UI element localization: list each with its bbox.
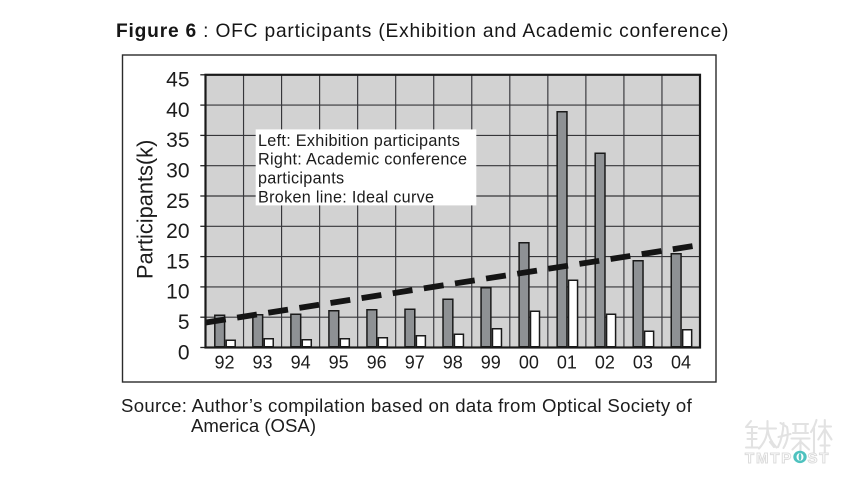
svg-text:America (OSA): America (OSA) <box>191 415 316 436</box>
svg-text:92: 92 <box>215 353 235 373</box>
svg-text:04: 04 <box>671 353 691 373</box>
svg-text:35: 35 <box>166 129 189 152</box>
svg-text:96: 96 <box>367 353 387 373</box>
svg-text:15: 15 <box>166 250 189 273</box>
svg-text:5: 5 <box>178 311 190 334</box>
svg-text:99: 99 <box>481 353 501 373</box>
svg-text:98: 98 <box>443 353 463 373</box>
svg-text:94: 94 <box>291 353 311 373</box>
svg-text:20: 20 <box>166 220 189 243</box>
svg-text:45: 45 <box>166 69 189 92</box>
svg-text:TMTP: TMTP <box>745 450 793 467</box>
svg-text:01: 01 <box>557 353 577 373</box>
svg-text:40: 40 <box>166 99 189 122</box>
svg-text:95: 95 <box>329 353 349 373</box>
svg-text:Right: Academic conference: Right: Academic conference <box>258 151 467 169</box>
svg-text:93: 93 <box>253 353 273 373</box>
svg-text:10: 10 <box>166 281 189 304</box>
svg-text:Figure 6 : OFC participants (E: Figure 6 : OFC participants (Exhibition … <box>116 21 729 42</box>
svg-text:0: 0 <box>178 341 190 364</box>
svg-text:00: 00 <box>519 353 539 373</box>
svg-text:Left: Exhibition participants: Left: Exhibition participants <box>258 132 460 150</box>
svg-text:ST: ST <box>808 450 831 467</box>
svg-text:97: 97 <box>405 353 425 373</box>
svg-text:Source: Author’s compilation b: Source: Author’s compilation based on da… <box>121 395 693 416</box>
svg-text:25: 25 <box>166 190 189 213</box>
svg-text:02: 02 <box>595 353 615 373</box>
svg-text:Participants(k): Participants(k) <box>133 140 158 279</box>
svg-text:participants: participants <box>258 170 344 188</box>
svg-text:03: 03 <box>633 353 653 373</box>
svg-text:30: 30 <box>166 160 189 183</box>
svg-text:Broken line: Ideal curve: Broken line: Ideal curve <box>258 188 434 206</box>
